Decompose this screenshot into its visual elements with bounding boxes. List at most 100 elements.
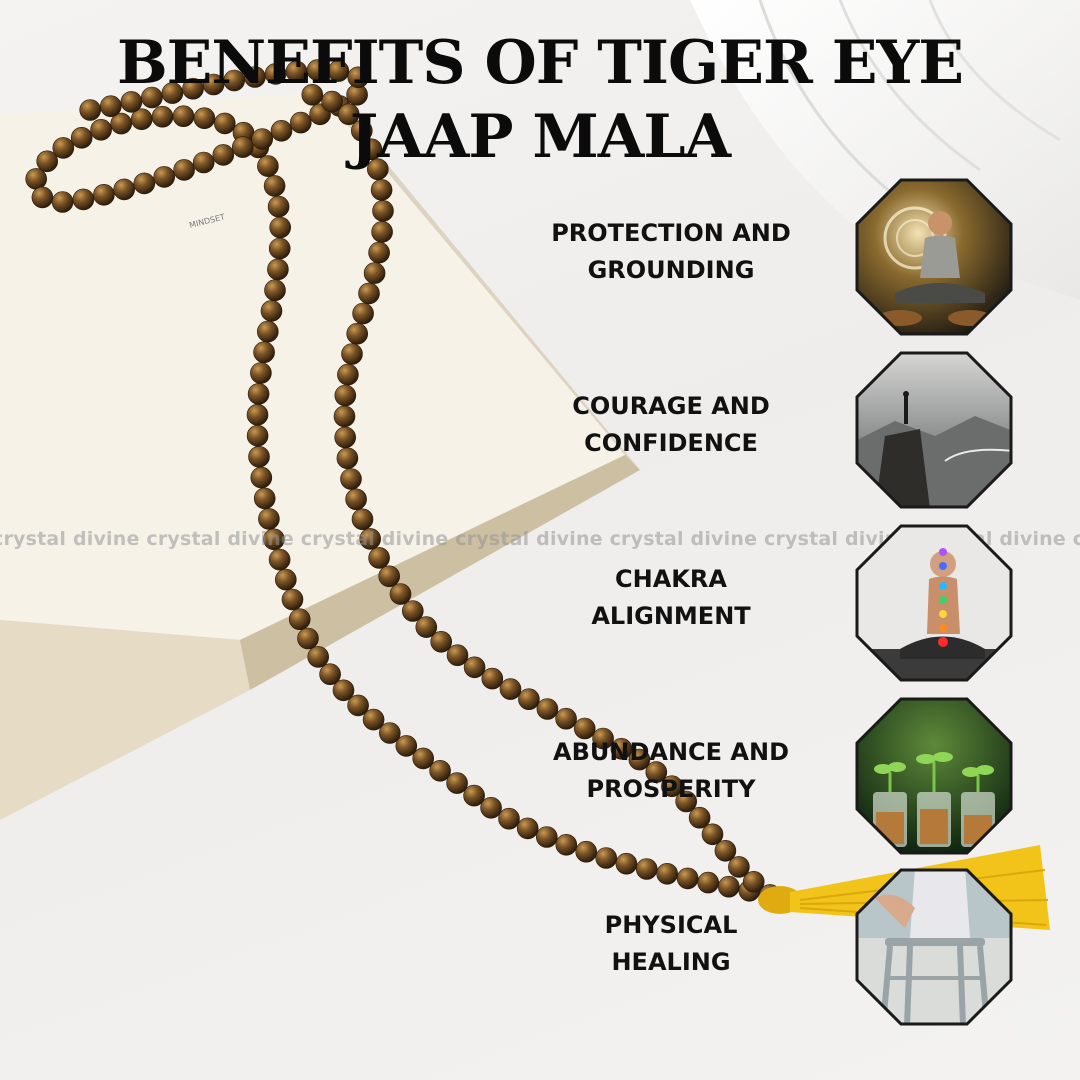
mala-bead [345,488,367,511]
mala-bead [688,806,711,829]
mala-bead [480,796,502,819]
mala-bead [36,150,59,173]
mala-bead [258,508,280,530]
mala-bead [79,99,101,121]
walker-support-icon [855,868,1013,1026]
mala-bead [610,737,633,760]
mala-bead [362,708,385,731]
mala-bead [368,241,390,264]
mala-bead [555,833,578,856]
mala-bead [481,667,504,690]
benefit-label-healing: PHYSICAL HEALING [604,911,738,976]
mala-bead [321,90,343,113]
mala-bead [366,158,389,181]
mala-bead [401,600,424,622]
mountain-summit-icon [855,351,1013,509]
mala-bead [250,362,272,384]
mala-bead [202,73,225,96]
mala-bead [250,466,273,489]
mala-bead [378,565,401,588]
mala-bead [359,528,382,550]
mala-bead [661,775,683,798]
mala-bead [72,188,95,211]
mala-bead [645,761,668,783]
mala-bead [358,282,380,305]
mala-bead [347,694,369,717]
coin-jar-sprouts-icon [855,697,1013,855]
mala-bead [337,103,360,126]
mala-bead [595,847,618,869]
mala-bead [347,66,370,89]
mala-bead [333,405,356,428]
mala-bead [446,644,469,667]
mala-bead [536,698,559,720]
mala-bead [360,138,383,161]
mala-bead [133,172,156,195]
mala-bead [274,568,297,591]
mala-bead [334,384,357,407]
mala-bead [701,823,724,846]
benefit-label-protection: PROTECTION AND GROUNDING [551,219,791,284]
title-line-2: JAAP MALA [349,102,731,172]
mala-bead [268,548,291,571]
mala-bead [389,583,412,605]
mala-bead [289,111,312,134]
mala-bead [182,77,204,100]
mala-bead [334,426,357,449]
mala-bead [212,144,235,166]
mala-bead [363,262,386,284]
mala-bead [253,487,276,510]
book: MINDSET [0,92,640,820]
mala-bead [214,112,236,135]
mala-bead [350,119,373,142]
mala-bead [592,727,614,750]
mala-bead [319,663,341,686]
mala-bead [173,159,195,181]
mala-bead [352,302,374,325]
mala-bead [141,86,163,109]
mala-bead [232,136,254,158]
mala-bead [516,817,539,840]
benefit-label-abundance: ABUNDANCE AND PROSPERITY [553,738,789,803]
mala-bead [153,166,175,188]
mala-bead [31,186,54,209]
mala-bead [267,195,290,218]
page-title: BENEFITS OF TIGER EYE JAAP MALA [0,26,1080,174]
mala-bead [269,216,292,239]
mala-bead [340,468,362,490]
mala-bead [429,759,451,782]
mala-bead [714,839,737,862]
mala-bead [395,735,418,757]
mala-bead [52,137,75,159]
benefit-label-chakra: CHAKRA ALIGNMENT [591,565,751,630]
mala-bead [717,875,740,898]
mala-bead [260,300,283,322]
mala-bead [499,678,522,700]
mala-bead [268,237,291,260]
mala-bead [728,856,750,878]
mala-bead [336,447,359,470]
mala-bead [446,772,468,794]
mala-bead [263,528,285,551]
mala-bead [248,445,270,468]
mala-bead [70,127,93,149]
mala-bead [498,807,520,830]
mala-bead [281,588,304,611]
mala-bead [372,200,394,222]
mala-bead [264,279,286,302]
mala-bead [518,688,540,711]
mala-bead [370,179,393,201]
mala-bead [378,722,401,744]
mala-bead [371,221,393,243]
mala-bead [656,862,679,885]
mala-bead [742,870,765,893]
mala-bead [307,646,330,668]
mala-bead [351,508,374,531]
mala-bead [635,858,658,880]
mala-bead [288,608,311,631]
mala-bead [535,826,558,848]
mala-bead [297,627,319,650]
mala-bead [697,871,720,894]
mala-bead [628,748,651,771]
mala-bead [415,616,438,638]
